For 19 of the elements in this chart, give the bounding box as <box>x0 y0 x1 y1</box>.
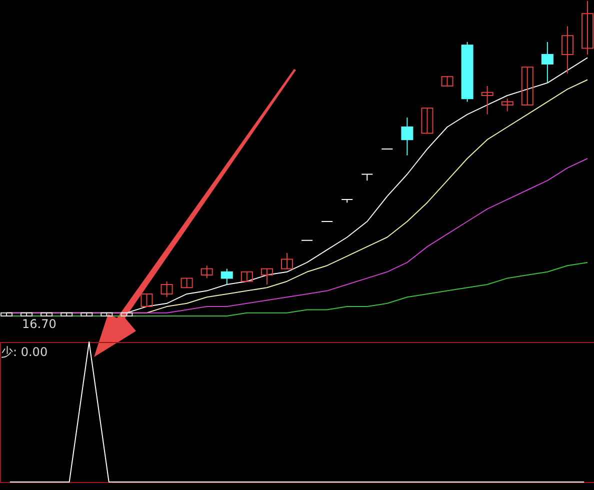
candlestick <box>220 268 233 285</box>
candlestick <box>501 98 514 112</box>
candlestick <box>581 0 594 56</box>
candlestick <box>521 66 534 106</box>
candlestick <box>200 265 213 279</box>
candlestick <box>260 268 273 285</box>
annotation: 少: 0.00 <box>1 344 48 361</box>
candlestick <box>401 117 414 156</box>
candlestick <box>421 108 434 134</box>
candlestick <box>481 86 494 115</box>
candlestick <box>180 278 193 288</box>
candlestick <box>280 252 293 270</box>
candlestick <box>140 293 153 308</box>
candlestick <box>160 280 173 298</box>
candlestick <box>240 271 253 282</box>
candlestick <box>441 76 454 87</box>
candlestick <box>561 26 574 74</box>
candlestick <box>541 41 554 84</box>
text: 16.70 <box>22 317 56 331</box>
